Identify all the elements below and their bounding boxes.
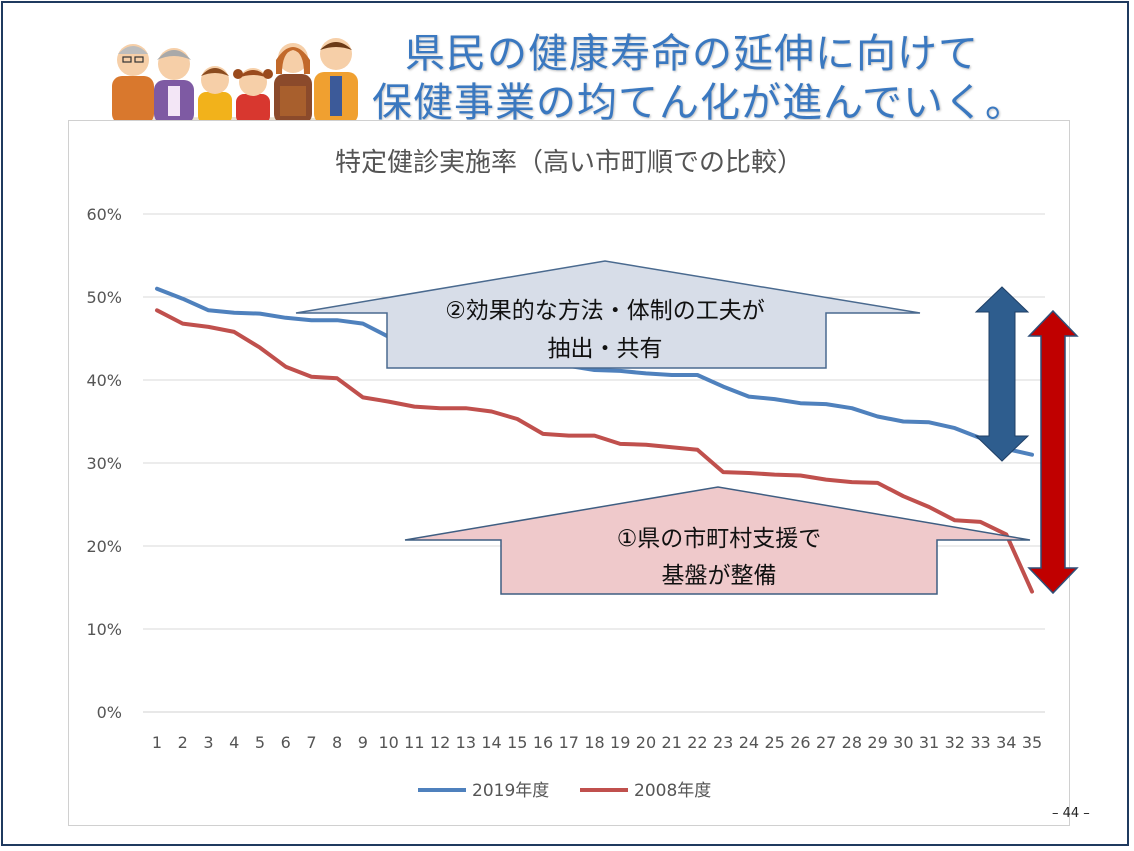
x-tick-label: 10 [378, 733, 398, 752]
x-tick-label: 14 [481, 733, 501, 752]
upper-callout-arrow [295, 260, 921, 369]
legend-label-2008: 2008年度 [634, 781, 711, 801]
x-tick-label: 28 [842, 733, 862, 752]
series-line-2008 [155, 308, 1034, 594]
y-tick-label: 60% [86, 205, 122, 224]
y-tick-label: 40% [86, 371, 122, 390]
x-tick-label: 16 [533, 733, 553, 752]
x-tick-label: 9 [358, 733, 368, 752]
slide-title-line2: 保健事業の均てん化が進んでいく。 [372, 80, 1026, 126]
x-tick-label: 4 [229, 733, 239, 752]
y-tick-label: 20% [86, 537, 122, 556]
x-tick-label: 18 [584, 733, 604, 752]
x-tick-label: 8 [332, 733, 342, 752]
x-tick-label: 5 [255, 733, 265, 752]
x-tick-label: 25 [764, 733, 784, 752]
family-illustration [108, 38, 364, 126]
page-number: – 44 – [1052, 806, 1090, 821]
x-tick-label: 35 [1022, 733, 1042, 752]
y-tick-label: 30% [86, 454, 122, 473]
x-tick-label: 20 [636, 733, 656, 752]
x-tick-label: 33 [970, 733, 990, 752]
x-axis-ticks: 1 2 3 4 5 6 7 8 9 10 11 12 13 14 15 16 17 18 19 20 21 22 23 24 2… [152, 733, 1042, 752]
upper-callout-line2: 抽出・共有 [548, 336, 663, 362]
legend: 2019年度 2008年度 [418, 781, 711, 801]
x-tick-label: 27 [816, 733, 836, 752]
x-tick-label: 29 [867, 733, 887, 752]
boy-figure [198, 66, 232, 124]
x-tick-label: 19 [610, 733, 630, 752]
slide-title-line1: 県民の健康寿命の延伸に向けて [405, 31, 979, 77]
x-tick-label: 32 [945, 733, 965, 752]
lower-callout-line2: 基盤が整備 [662, 563, 777, 589]
y-tick-label: 50% [86, 288, 122, 307]
girl-figure [233, 68, 273, 124]
chart-frame [68, 120, 1070, 826]
legend-label-2019: 2019年度 [472, 781, 549, 801]
series-lines [155, 286, 1034, 594]
x-tick-label: 22 [687, 733, 707, 752]
lower-callout-arrow [404, 486, 1031, 595]
y-axis-ticks: 0% 10% 20% 30% 40% 50% 60% [86, 205, 122, 722]
mother-figure [274, 43, 312, 124]
x-tick-label: 17 [559, 733, 579, 752]
x-tick-label: 7 [306, 733, 316, 752]
lower-callout-line1: ①県の市町村支援で [617, 526, 822, 552]
x-tick-label: 34 [996, 733, 1016, 752]
x-tick-label: 21 [662, 733, 682, 752]
x-tick-label: 12 [430, 733, 450, 752]
x-tick-label: 13 [456, 733, 476, 752]
x-tick-label: 15 [507, 733, 527, 752]
red-double-arrow [1027, 309, 1079, 595]
x-tick-label: 24 [739, 733, 759, 752]
x-tick-label: 2 [178, 733, 188, 752]
slide-title: 県民の健康寿命の延伸に向けて 保健事業の均てん化が進んでいく。 [372, 30, 1026, 128]
x-tick-label: 11 [404, 733, 424, 752]
x-tick-label: 3 [203, 733, 213, 752]
blue-double-arrow [974, 286, 1030, 462]
x-tick-label: 6 [281, 733, 291, 752]
series-line-2019 [155, 286, 1034, 457]
x-tick-label: 23 [713, 733, 733, 752]
upper-callout-line1: ②効果的な方法・体制の工夫が [445, 298, 765, 324]
grandmother-figure [154, 48, 194, 124]
x-tick-label: 31 [919, 733, 939, 752]
grandfather-figure [112, 44, 154, 124]
y-tick-label: 0% [97, 703, 122, 722]
x-tick-label: 26 [790, 733, 810, 752]
father-figure [314, 38, 358, 124]
x-tick-label: 1 [152, 733, 162, 752]
x-tick-label: 30 [893, 733, 913, 752]
chart-title: 特定健診実施率（高い市町順での比較） [335, 148, 803, 178]
y-tick-label: 10% [86, 620, 122, 639]
